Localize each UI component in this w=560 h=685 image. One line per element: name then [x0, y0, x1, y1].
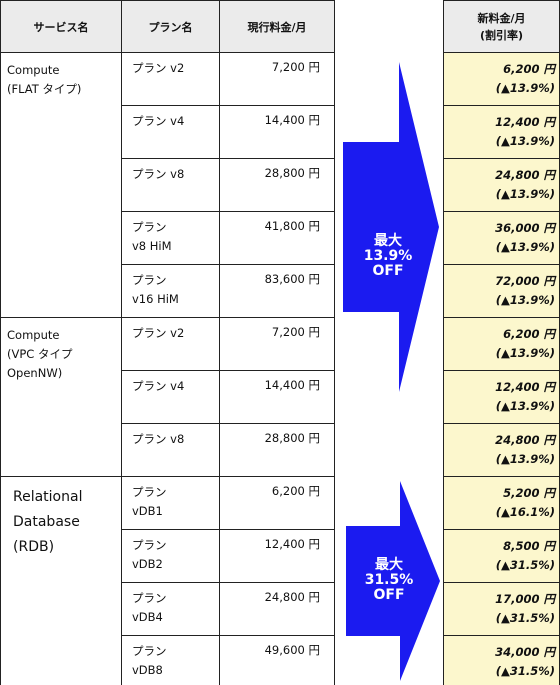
table-row: 8,500 円 (▲31.5%) — [443, 529, 560, 583]
header-current-price: 現行料金/月 — [219, 0, 335, 53]
plan-cell: プラン v8 — [121, 423, 220, 477]
new-price-cell: 34,000 円 (▲31.5%) — [443, 635, 560, 685]
new-price-value: 24,800 円 — [495, 168, 555, 182]
current-price-cell: 7,200 円 — [219, 317, 335, 371]
discount-rate: (▲13.9%) — [495, 81, 555, 95]
discount-rate: (▲13.9%) — [495, 293, 555, 307]
new-price-value: 36,000 円 — [495, 221, 555, 235]
discount-rate: (▲31.5%) — [495, 664, 555, 678]
table-row: 24,800 円 (▲13.9%) — [443, 423, 560, 477]
new-price-value: 12,400 円 — [495, 380, 555, 394]
new-price-cell: 17,000 円 (▲31.5%) — [443, 582, 560, 636]
plan-cell: プラン v8 — [121, 158, 220, 212]
new-price-cell: 72,000 円 (▲13.9%) — [443, 264, 560, 318]
table-row: プラン v8 28,800 円 — [1, 158, 335, 212]
table-row: プラン v8 28,800 円 — [1, 423, 335, 477]
discount-rate: (▲13.9%) — [495, 346, 555, 360]
table-row: 34,000 円 (▲31.5%) — [443, 635, 560, 685]
discount-rate: (▲13.9%) — [495, 134, 555, 148]
current-price-cell: 83,600 円 — [219, 264, 335, 318]
table-row: 24,800 円 (▲13.9%) — [443, 158, 560, 212]
current-price-cell: 14,400 円 — [219, 105, 335, 159]
table-row: プラン vDB8 49,600 円 — [1, 635, 335, 685]
plan-cell: プラン v2 — [121, 317, 220, 371]
new-price-value: 17,000 円 — [495, 592, 555, 606]
new-price-value: 24,800 円 — [495, 433, 555, 447]
service-name-cell: Relational Database (RDB) — [0, 476, 122, 685]
new-price-cell: 8,500 円 (▲31.5%) — [443, 529, 560, 583]
table-row: プラン v8 HiM 41,800 円 — [1, 211, 335, 265]
new-price-value: 12,400 円 — [495, 115, 555, 129]
current-price-cell: 41,800 円 — [219, 211, 335, 265]
table-row: 6,200 円 (▲13.9%) — [443, 317, 560, 371]
discount-rate: (▲31.5%) — [495, 558, 555, 572]
discount-arrow-rdb — [346, 481, 440, 681]
plan-cell: プラン v4 — [121, 370, 220, 424]
new-price-cell: 24,800 円 (▲13.9%) — [443, 158, 560, 212]
current-price-cell: 14,400 円 — [219, 370, 335, 424]
table-row: プラン vDB4 24,800 円 — [1, 582, 335, 636]
plan-cell: プラン vDB1 — [121, 476, 220, 530]
new-price-cell: 36,000 円 (▲13.9%) — [443, 211, 560, 265]
table-row: 17,000 円 (▲31.5%) — [443, 582, 560, 636]
new-price-cell: 6,200 円 (▲13.9%) — [443, 317, 560, 371]
current-pricing-table: サービス名 プラン名 現行料金/月 Compute (FLAT タイプ) プラン… — [0, 0, 335, 685]
plan-cell: プラン v4 — [121, 105, 220, 159]
new-pricing-table: 新料金/月 (割引率) 6,200 円 (▲13.9%) 12,400 円 (▲13.… — [443, 0, 560, 685]
new-price-value: 5,200 円 — [503, 486, 555, 500]
header-row: サービス名 プラン名 現行料金/月 — [0, 0, 335, 53]
current-price-cell: 6,200 円 — [219, 476, 335, 530]
table-row: 12,400 円 (▲13.9%) — [443, 370, 560, 424]
new-price-cell: 12,400 円 (▲13.9%) — [443, 370, 560, 424]
new-price-value: 6,200 円 — [503, 327, 555, 341]
new-price-cell: 6,200 円 (▲13.9%) — [443, 52, 560, 106]
discount-rate: (▲13.9%) — [495, 187, 555, 201]
plan-cell: プラン v8 HiM — [121, 211, 220, 265]
plan-cell: プラン v2 — [121, 52, 220, 106]
discount-label-rdb: 最大 31.5% OFF — [364, 557, 414, 603]
current-price-cell: 49,600 円 — [219, 635, 335, 685]
table-row: プラン vDB2 12,400 円 — [1, 529, 335, 583]
plan-cell: プラン v16 HiM — [121, 264, 220, 318]
table-row: プラン v4 14,400 円 — [1, 370, 335, 424]
table-row: 36,000 円 (▲13.9%) — [443, 211, 560, 265]
table-row: プラン v16 HiM 83,600 円 — [1, 264, 335, 318]
table-row: Compute (VPC タイプ OpenNW) プラン v2 7,200 円 — [0, 317, 335, 477]
discount-arrow-compute — [343, 62, 439, 392]
current-price-cell: 12,400 円 — [219, 529, 335, 583]
discount-rate: (▲16.1%) — [495, 505, 555, 519]
new-price-value: 34,000 円 — [495, 645, 555, 659]
new-price-value: 72,000 円 — [495, 274, 555, 288]
current-price-cell: 7,200 円 — [219, 52, 335, 106]
table-row: 5,200 円 (▲16.1%) — [443, 476, 560, 530]
discount-rate: (▲13.9%) — [495, 240, 555, 254]
discount-rate: (▲13.9%) — [495, 399, 555, 413]
service-name-cell: Compute (FLAT タイプ) — [0, 52, 122, 318]
header-row: 新料金/月 (割引率) — [443, 0, 560, 53]
discount-rate: (▲13.9%) — [495, 452, 555, 466]
new-price-cell: 5,200 円 (▲16.1%) — [443, 476, 560, 530]
new-price-cell: 24,800 円 (▲13.9%) — [443, 423, 560, 477]
header-service: サービス名 — [0, 0, 122, 53]
service-name-cell: Compute (VPC タイプ OpenNW) — [0, 317, 122, 477]
table-row: 72,000 円 (▲13.9%) — [443, 264, 560, 318]
header-new-price: 新料金/月 (割引率) — [443, 0, 560, 53]
new-price-cell: 12,400 円 (▲13.9%) — [443, 105, 560, 159]
table-row: 6,200 円 (▲13.9%) — [443, 52, 560, 106]
plan-cell: プラン vDB4 — [121, 582, 220, 636]
table-row: プラン v4 14,400 円 — [1, 105, 335, 159]
header-plan: プラン名 — [121, 0, 220, 53]
current-price-cell: 28,800 円 — [219, 158, 335, 212]
new-price-value: 6,200 円 — [503, 62, 555, 76]
current-price-cell: 28,800 円 — [219, 423, 335, 477]
current-price-cell: 24,800 円 — [219, 582, 335, 636]
discount-label-compute: 最大 13.9% OFF — [363, 233, 413, 279]
discount-rate: (▲31.5%) — [495, 611, 555, 625]
table-row: Relational Database (RDB) プラン vDB1 6,200… — [0, 476, 335, 685]
plan-cell: プラン vDB2 — [121, 529, 220, 583]
table-row: 12,400 円 (▲13.9%) — [443, 105, 560, 159]
plan-cell: プラン vDB8 — [121, 635, 220, 685]
table-row: Compute (FLAT タイプ) プラン v2 7,200 円 — [0, 52, 335, 318]
new-price-value: 8,500 円 — [503, 539, 555, 553]
